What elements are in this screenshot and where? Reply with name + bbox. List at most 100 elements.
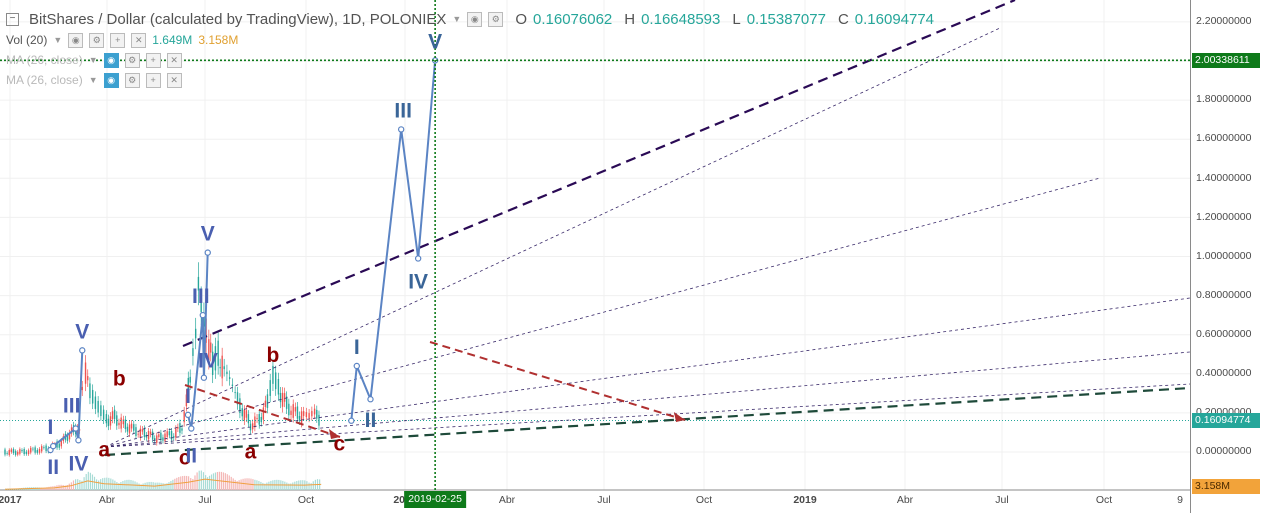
visibility-icon[interactable]: ◉ (68, 32, 84, 48)
wave-label: b (113, 367, 126, 390)
ma2-label[interactable]: MA (26, close) (6, 73, 83, 87)
visibility-icon[interactable]: ◉ (103, 52, 119, 68)
volume-bar (258, 481, 260, 490)
corrective-trend-line (184, 384, 341, 438)
legend-ma2-row: MA (26, close) ▼ ◉ ⚙ + ✕ (6, 70, 934, 90)
wave-label: V (201, 223, 215, 246)
price-candle (170, 431, 173, 440)
volume-bar (170, 480, 172, 490)
price-candle (97, 400, 99, 413)
wave-point (199, 311, 207, 319)
price-candle (147, 430, 150, 440)
fan-trend-line (104, 351, 1191, 448)
close-icon[interactable]: ✕ (166, 52, 182, 68)
price-candle (87, 376, 89, 381)
price-candle (25, 451, 28, 454)
price-candle (279, 393, 282, 403)
gear-icon[interactable]: ⚙ (488, 11, 504, 27)
price-candle (84, 362, 87, 384)
volume-bar (190, 478, 192, 490)
price-candle (91, 389, 94, 404)
legend-volume-row: Vol (20) ▼ ◉ ⚙ + ✕ 1.649M 3.158M (6, 30, 934, 50)
volume-bar (266, 482, 268, 490)
price-candle (245, 410, 248, 418)
time-tick-label: Jul (198, 494, 212, 506)
volume-bar (292, 482, 294, 490)
volume-bar (140, 484, 142, 490)
wave-point (353, 362, 360, 370)
chevron-down-icon[interactable]: ▼ (88, 75, 98, 85)
open-value: 0.16076062 (533, 10, 613, 28)
price-candle (173, 436, 175, 438)
price-candle (226, 371, 228, 375)
price-candle (200, 299, 202, 313)
add-icon[interactable]: + (110, 32, 126, 48)
price-candle (151, 431, 154, 440)
add-icon[interactable]: + (145, 72, 161, 88)
wave-label: II (47, 456, 59, 479)
volume-bar (240, 479, 242, 490)
price-candle (8, 450, 10, 455)
volume-bar (138, 483, 140, 490)
chevron-down-icon[interactable]: ▼ (88, 55, 98, 65)
ma1-label[interactable]: MA (26, close) (6, 53, 83, 67)
volume-bar (100, 479, 102, 490)
gear-icon[interactable]: ⚙ (124, 72, 140, 88)
volume-bar (230, 476, 232, 490)
volume-bar (214, 472, 217, 490)
price-candle (285, 396, 288, 409)
price-candle (58, 443, 60, 448)
wave-point (50, 442, 57, 450)
price-candle (308, 413, 310, 419)
current-price-tag: 0.16094774 (1192, 413, 1260, 429)
wave-point (184, 411, 192, 419)
chevron-down-icon[interactable]: ▼ (53, 35, 63, 45)
price-candle (277, 379, 280, 395)
gear-icon[interactable]: ⚙ (89, 32, 105, 48)
price-candle (43, 447, 45, 449)
wave-point (348, 417, 355, 424)
volume-bar (234, 479, 236, 490)
wave-point (367, 396, 374, 403)
price-candle (266, 394, 269, 408)
gear-icon[interactable]: ⚙ (124, 52, 140, 68)
price-candle (208, 339, 210, 361)
volume-bar (118, 483, 120, 490)
chevron-down-icon[interactable]: ▼ (452, 14, 462, 24)
collapse-legend-icon[interactable]: − (6, 12, 19, 26)
price-candle (214, 346, 217, 371)
visibility-icon[interactable]: ◉ (467, 11, 483, 27)
price-candle (305, 412, 308, 418)
volume-label[interactable]: Vol (20) (6, 33, 48, 47)
price-candle (234, 392, 236, 394)
add-icon[interactable]: + (145, 52, 161, 68)
volume-bar (236, 481, 238, 490)
symbol-title[interactable]: BitShares / Dollar (calculated by Tradin… (29, 10, 447, 28)
upper-channel-line (182, 0, 1016, 348)
close-icon[interactable]: ✕ (131, 32, 147, 48)
price-candle (185, 394, 188, 407)
wave-label: V (75, 320, 89, 343)
price-candle (56, 441, 58, 448)
price-candle (292, 404, 294, 418)
wave-label: IV (198, 350, 218, 373)
volume-bar (144, 482, 146, 490)
price-candle (135, 427, 137, 436)
volume-bar (202, 472, 205, 490)
price-candle (210, 342, 212, 353)
price-candle (264, 400, 267, 407)
volume-bar (64, 485, 66, 490)
volume-bar (158, 482, 160, 490)
close-icon[interactable]: ✕ (166, 72, 182, 88)
volume-bar (162, 483, 164, 490)
visibility-icon[interactable]: ◉ (103, 72, 119, 88)
volume-ma-line (4, 478, 322, 490)
volume-bar (68, 483, 70, 490)
price-candle (66, 435, 69, 441)
volume-bar (306, 481, 308, 490)
price-candle (239, 398, 241, 414)
price-candle (166, 431, 168, 437)
price-candle (228, 377, 231, 379)
